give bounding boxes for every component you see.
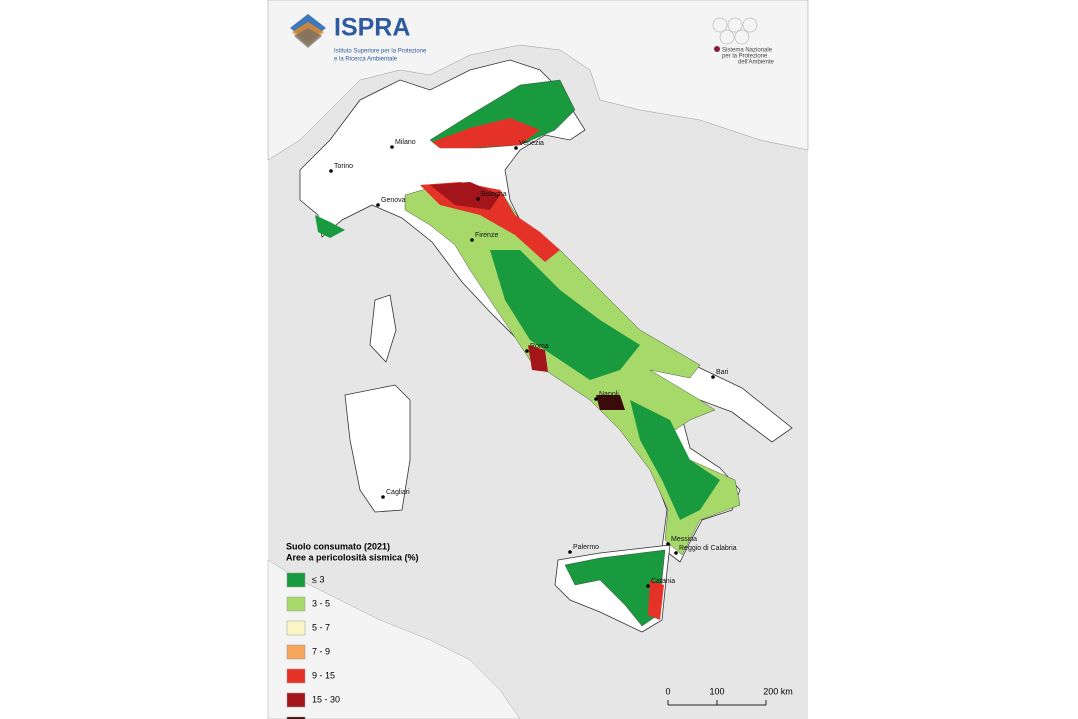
city-dot: [568, 550, 572, 554]
city-label: Genova: [381, 197, 406, 204]
legend-title: Suolo consumato (2021): [286, 541, 390, 551]
legend-label: 7 - 9: [312, 646, 330, 656]
city-dot: [666, 542, 670, 546]
sardinia: [344, 384, 411, 513]
partner-text: Sistema Nazionale: [722, 48, 773, 54]
cities: Torino Milano Venezia Genova Bologna Firenze R…: [329, 139, 737, 588]
legend-swatch: [286, 620, 306, 636]
city-label: Bologna: [481, 191, 507, 198]
city-dot: [376, 203, 380, 207]
city-label: Palermo: [573, 544, 599, 551]
logo-subtitle: e la Ricerca Ambientale: [334, 57, 398, 63]
logo-text: ISPRA: [334, 14, 410, 42]
scale-label: 200 km: [763, 686, 793, 696]
city-label: Venezia: [519, 140, 544, 147]
legend-swatch: [286, 668, 306, 684]
city-label: Firenze: [475, 232, 498, 239]
scale-label: 100: [709, 686, 724, 696]
ispra-logo: ISPRA Istituto Superiore per la Protezio…: [290, 14, 427, 63]
legend-label: 9 - 15: [312, 670, 335, 680]
legend-label: 5 - 7: [312, 622, 330, 632]
partner-text: dell'Ambiente: [738, 60, 774, 66]
city-dot: [514, 146, 518, 150]
legend-subtitle: Aree a pericolosità sismica (%): [286, 552, 419, 562]
city-label: Napoli: [599, 391, 619, 398]
roma-area: [528, 345, 548, 372]
city-dot: [674, 551, 678, 555]
scale-label: 0: [665, 686, 670, 696]
city-label: Messina: [671, 536, 697, 543]
logo-subtitle: Istituto Superiore per la Protezione: [334, 49, 427, 55]
city-dot: [711, 375, 715, 379]
legend-swatch: [286, 644, 306, 660]
liguria-area: [315, 215, 345, 238]
city-dot: [390, 145, 394, 149]
legend-swatch: [286, 692, 306, 708]
snpa-logo: Sistema Nazionale per la Protezione dell…: [712, 17, 774, 66]
napoli-area: [596, 395, 625, 410]
city-label: Bari: [716, 369, 729, 376]
legend-label: 3 - 5: [312, 598, 330, 608]
city-dot: [381, 495, 385, 499]
legend-swatch: [286, 572, 306, 588]
city-label: Cagliari: [386, 489, 410, 496]
city-dot: [470, 238, 474, 242]
apennine-green: [490, 250, 640, 380]
corsica: [369, 294, 397, 363]
partner-text: per la Protezione: [722, 54, 768, 60]
city-dot: [329, 169, 333, 173]
africa-coast: [267, 559, 521, 719]
legend-label: ≤ 3: [312, 574, 324, 584]
city-label: Catania: [651, 578, 675, 585]
city-label: Torino: [334, 163, 353, 170]
city-label: Milano: [395, 139, 416, 146]
scale-labels: 0 100 200 km: [665, 686, 792, 696]
city-dot: [594, 397, 598, 401]
city-dot: [646, 584, 650, 588]
city-dot: [476, 197, 480, 201]
legend-label: 15 - 30: [312, 694, 340, 704]
bologna-dark: [430, 182, 500, 210]
sicily-area: [564, 549, 666, 627]
city-label: Reggio di Calabria: [679, 545, 737, 552]
scale-bar: [667, 700, 767, 706]
city-label: Roma: [530, 343, 549, 350]
catania-area: [648, 580, 664, 620]
neighbour-land: [267, 0, 809, 161]
city-dot: [525, 349, 529, 353]
legend-swatch: [286, 596, 306, 612]
alpine-urban: [432, 118, 540, 148]
legend-swatch: [286, 716, 306, 719]
south-green: [630, 400, 720, 520]
